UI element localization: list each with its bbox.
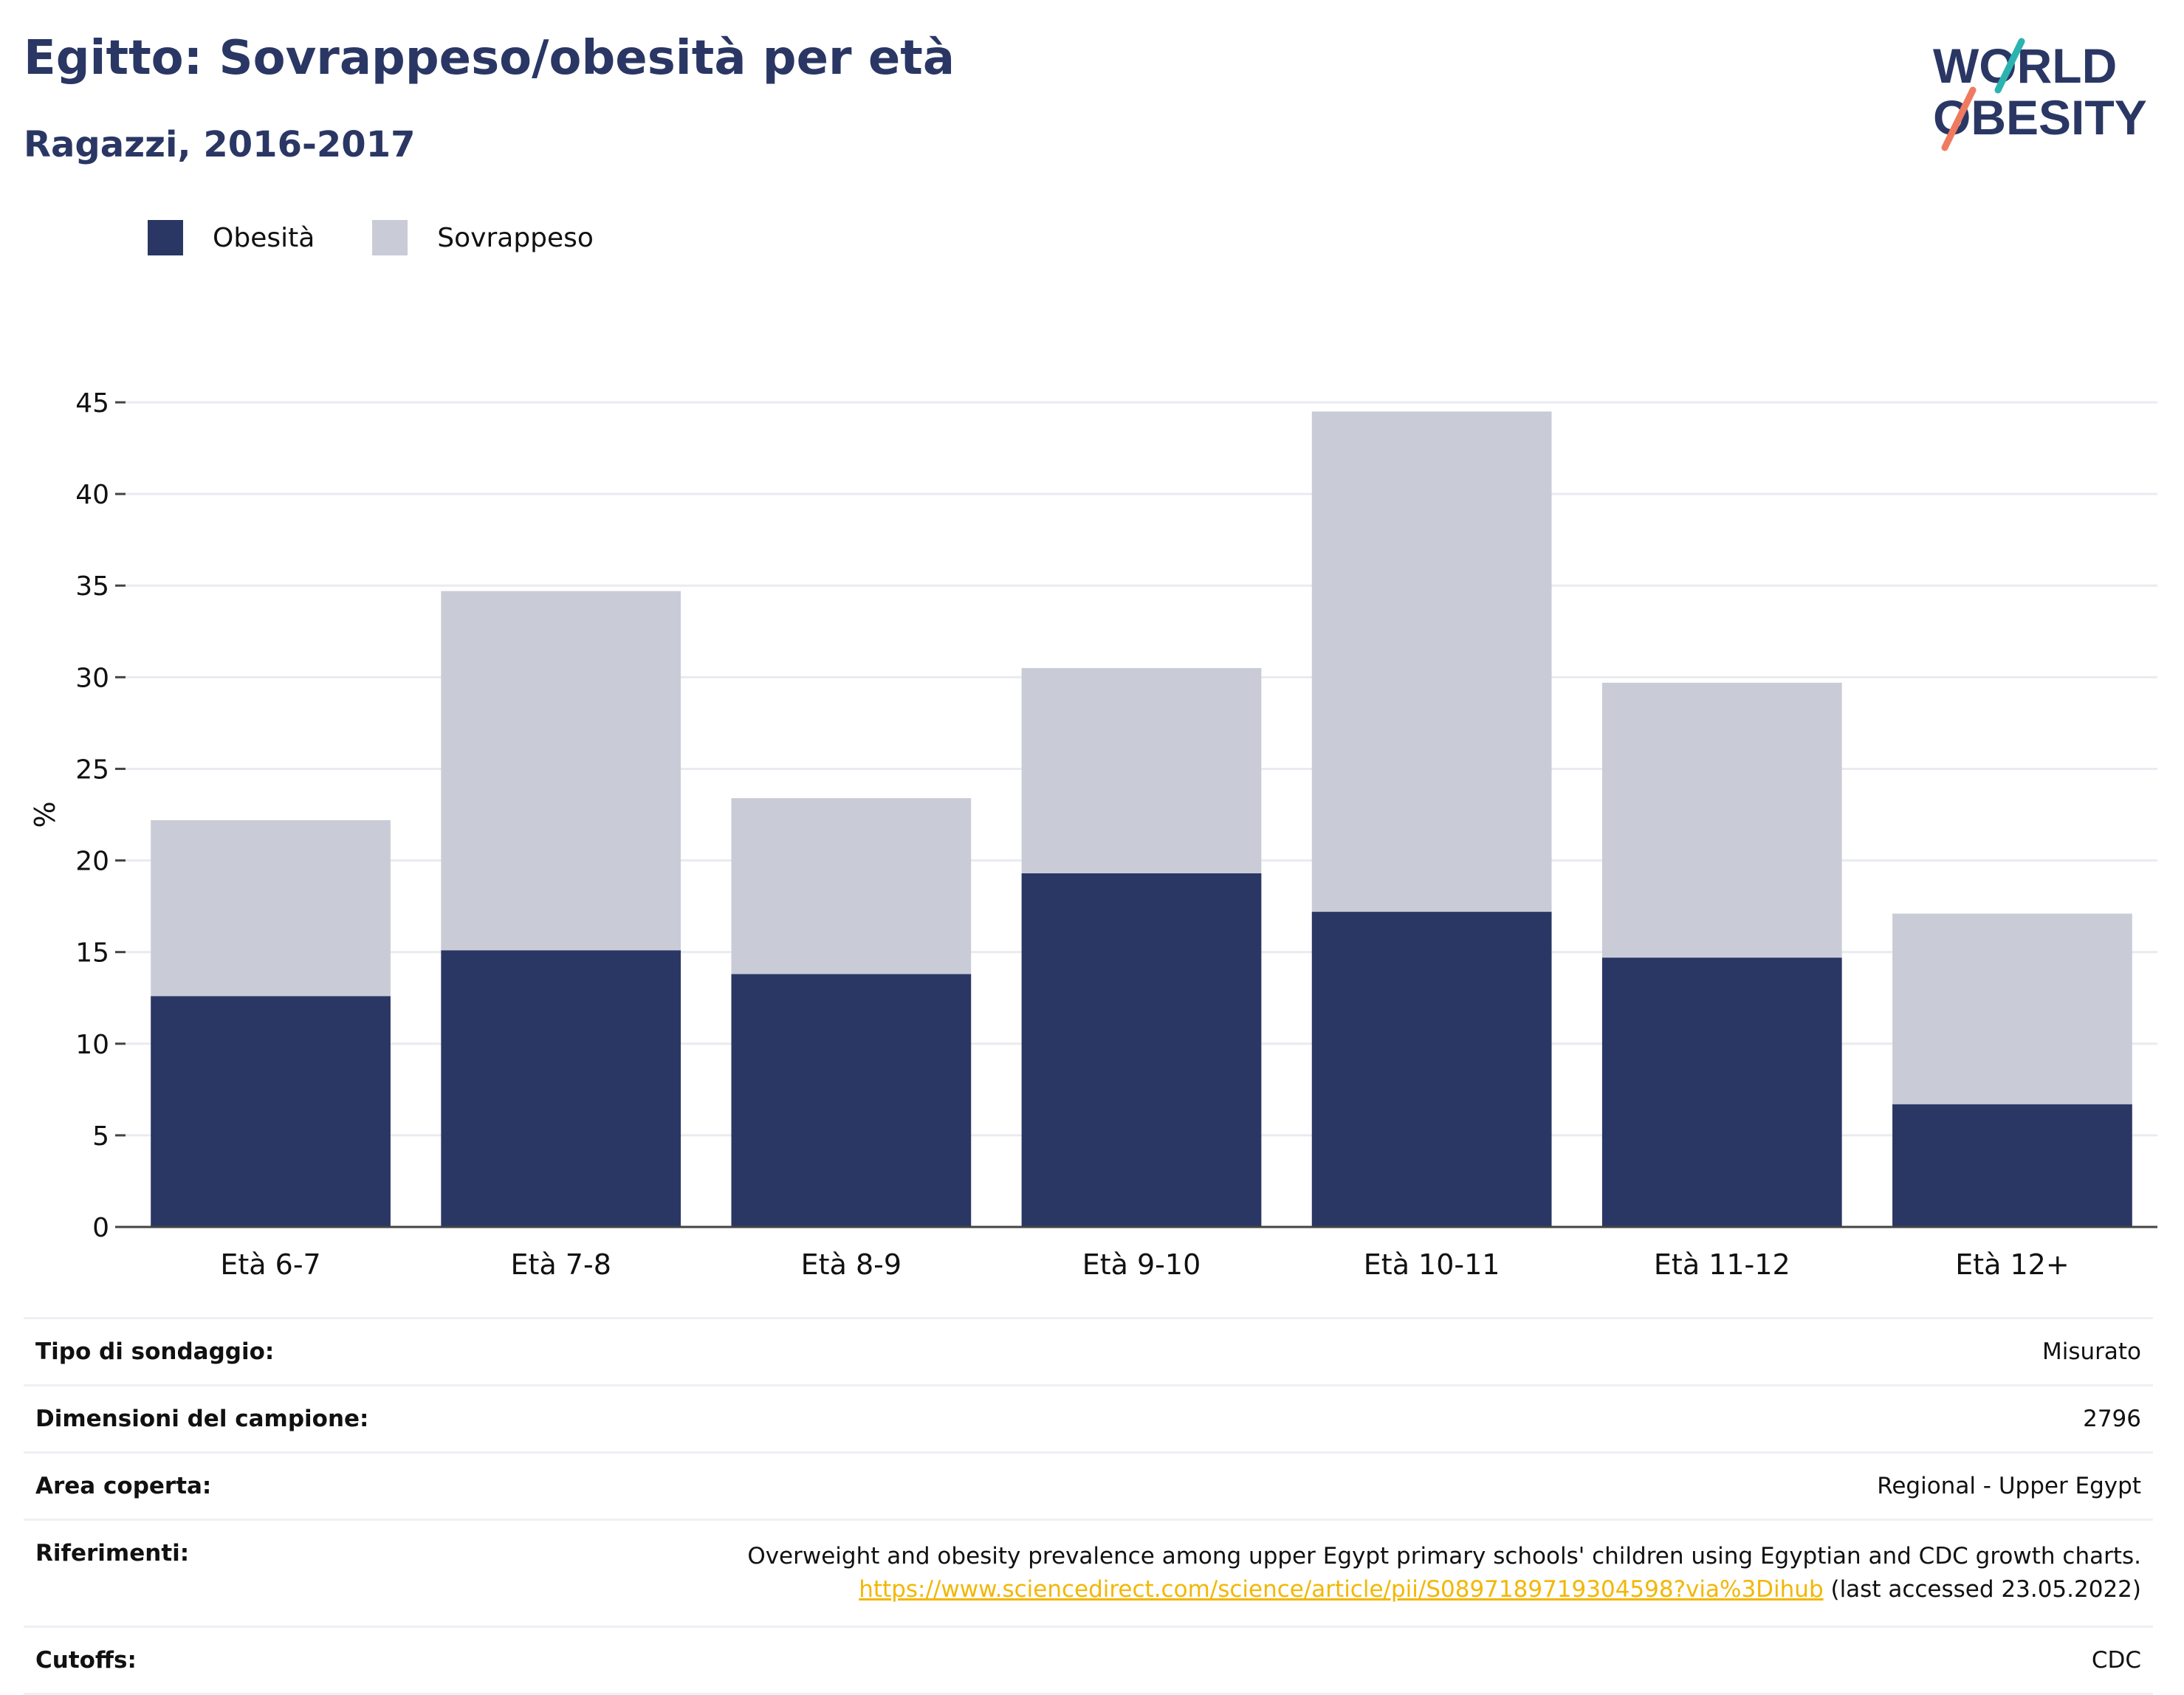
info-label: Dimensioni del campione:	[35, 1406, 369, 1432]
bar-obesity	[1021, 873, 1262, 1227]
page-subtitle: Ragazzi, 2016-2017	[24, 124, 416, 165]
info-value: 2796	[2083, 1406, 2141, 1432]
y-tick-label: 45	[75, 388, 109, 419]
legend-label-overweight: Sovrappeso	[437, 222, 594, 253]
reference-link[interactable]: https://www.sciencedirect.com/science/ar…	[859, 1575, 1824, 1603]
x-tick-label: Età 8-9	[801, 1248, 902, 1277]
info-row-survey-type: Tipo di sondaggio: Misurato	[24, 1319, 2153, 1386]
info-value: Regional - Upper Egypt	[1877, 1473, 2141, 1499]
y-tick-label: 0	[92, 1213, 109, 1243]
x-tick-label: Età 7-8	[511, 1248, 611, 1277]
bar-overweight	[1021, 667, 1262, 873]
reference-accessed: (last accessed 23.05.2022)	[1823, 1575, 2141, 1603]
info-label: Cutoffs:	[35, 1646, 137, 1674]
x-tick-label: Età 10-11	[1364, 1248, 1500, 1277]
bar-overweight	[1892, 913, 2132, 1104]
legend-item-overweight[interactable]: Sovrappeso	[372, 220, 594, 255]
logo-slash-coral	[1941, 86, 1977, 151]
logo-slash-teal	[1994, 38, 2025, 94]
world-obesity-logo: WORLD OBESITY	[1933, 38, 2147, 151]
x-tick-label: Età 9-10	[1082, 1248, 1201, 1277]
info-value: Misurato	[2042, 1338, 2141, 1365]
info-label: Riferimenti:	[35, 1540, 190, 1567]
info-row-references: Riferimenti: Overweight and obesity prev…	[24, 1521, 2153, 1628]
bar-obesity	[1601, 957, 1842, 1227]
bar-overweight	[1601, 682, 1842, 958]
bar-overweight	[731, 798, 972, 974]
page-title: Egitto: Sovrappeso/obesità per età	[24, 31, 955, 86]
x-tick-label: Età 12+	[1955, 1248, 2069, 1277]
bar-overweight	[1311, 411, 1552, 912]
info-row-area-covered: Area coperta: Regional - Upper Egypt	[24, 1454, 2153, 1521]
chart-legend: Obesità Sovrappeso	[148, 220, 651, 255]
y-tick-label: 10	[75, 1030, 109, 1060]
x-tick-label: Età 11-12	[1654, 1248, 1790, 1277]
bar-overweight	[441, 591, 681, 951]
logo-text-obesity: OBESITY	[1933, 90, 2147, 145]
legend-item-obesity[interactable]: Obesità	[148, 220, 315, 255]
bar-overweight	[151, 819, 391, 997]
survey-info-table: Tipo di sondaggio: Misurato Dimensioni d…	[24, 1317, 2153, 1695]
bar-obesity	[731, 974, 972, 1227]
stacked-bar-chart: 0 5 10 15 20 25 30 35 40 45% Età 6-7 Età 7-8 Età 8-9…	[29, 388, 2157, 1277]
info-label: Area coperta:	[35, 1473, 212, 1499]
reference-text: Overweight and obesity prevalence among …	[747, 1543, 2141, 1569]
y-tick-label: 25	[75, 754, 109, 785]
x-tick-label: Età 6-7	[220, 1248, 320, 1277]
legend-label-obesity: Obesità	[213, 222, 315, 253]
legend-swatch-overweight	[372, 220, 408, 255]
bar-obesity	[151, 996, 391, 1227]
y-tick-label: 15	[75, 938, 109, 969]
y-tick-label: 35	[75, 571, 109, 602]
info-value: CDC	[2091, 1646, 2141, 1674]
y-tick-label: 5	[92, 1121, 109, 1152]
y-axis-label: %	[29, 801, 61, 828]
y-tick-label: 30	[75, 663, 109, 693]
info-row-sample-size: Dimensioni del campione: 2796	[24, 1386, 2153, 1454]
legend-swatch-obesity	[148, 220, 183, 255]
info-label: Tipo di sondaggio:	[35, 1338, 275, 1365]
bar-obesity	[441, 950, 681, 1227]
bar-obesity	[1311, 912, 1552, 1227]
logo-text-world: WORLD	[1933, 38, 2117, 93]
y-tick-label: 40	[75, 480, 109, 510]
info-value-references: Overweight and obesity prevalence among …	[747, 1540, 2141, 1606]
y-tick-label: 20	[75, 847, 109, 877]
bar-obesity	[1892, 1104, 2132, 1227]
info-row-cutoffs: Cutoffs: CDC	[24, 1628, 2153, 1695]
